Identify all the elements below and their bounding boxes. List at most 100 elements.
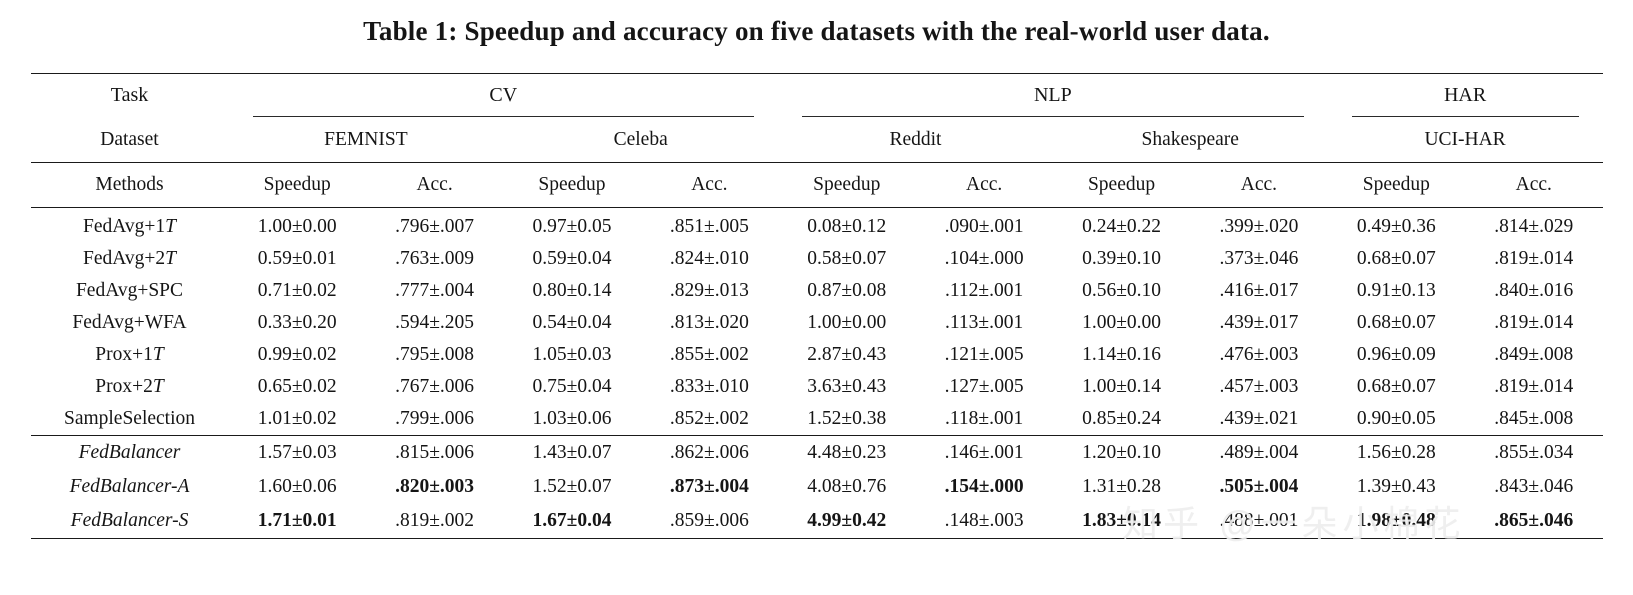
value-cell: 1.56±0.28 (1356, 442, 1436, 463)
dataset-header-femnist: FEMNIST (228, 117, 504, 163)
value-cell: 1.00±0.14 (1082, 376, 1162, 397)
value-cell: 1.00±0.00 (807, 312, 887, 333)
value-cell: .767±.006 (395, 376, 475, 397)
value-cell: 1.52±0.38 (778, 403, 916, 436)
table-row: FedAvg+1T 1.00±0.00 .796±.007 0.97±0.05 .851… (31, 208, 1603, 244)
table-row: FedBalancer-S 1.71±0.01.819±.002 1.67±0.04… (30, 504, 1603, 539)
value-cell: 1.03±0.06 (503, 403, 641, 436)
value-cell: 1.60±0.06 (257, 476, 337, 497)
value-cell: 0.97±0.05 (532, 216, 612, 237)
value-cell: 1.52±0.07 (532, 476, 612, 497)
value-cell: .799±.006 (365, 403, 504, 436)
value-cell: 0.08±0.12 (807, 216, 887, 237)
value-cell: 0.85±0.24 (1052, 403, 1191, 436)
column-header-speedup: Speedup (1327, 162, 1466, 208)
value-cell: 0.87±0.08 (807, 280, 887, 301)
value-cell: .457±.003 (1219, 376, 1299, 397)
group-header-har: HAR (1327, 73, 1603, 117)
value-cell: 1.01±0.02 (228, 403, 366, 436)
table-row: Prox+1T 0.99±0.02 .795±.008 1.05±0.03 .855±.… (31, 339, 1603, 371)
value-cell: .840±.016 (1494, 280, 1574, 301)
value-cell: 1.20±0.10 (1082, 442, 1162, 463)
table-row: FedAvg+WFA 0.33±0.20 .594±.205 0.54±0.04 .81… (31, 307, 1603, 339)
dataset-header-dataset: Dataset (30, 117, 229, 163)
dataset-header-uci-har: UCI-HAR (1327, 117, 1603, 163)
group-header-task: Task (30, 73, 229, 117)
value-cell: 1.05±0.03 (532, 344, 612, 365)
value-cell: .851±.005 (669, 216, 749, 237)
column-header-speedup: Speedup (228, 162, 366, 208)
results-table: Task CV NLP HAR Dataset FEMNIST Celeba Reddit Sh… (30, 73, 1603, 539)
value-cell: .118±.001 (915, 403, 1053, 436)
value-cell: 0.68±0.07 (1356, 376, 1436, 397)
value-cell: .121±.005 (944, 344, 1024, 365)
value-cell: .476±.003 (1219, 344, 1299, 365)
value-cell: .813±.020 (669, 312, 749, 333)
value-cell: .859±.006 (640, 504, 779, 539)
table-row: FedBalancer-A 1.60±0.06 .820±.003 1.52±0.07… (31, 470, 1603, 504)
value-cell: 4.08±0.76 (807, 476, 887, 497)
value-cell: 4.48±0.23 (807, 442, 887, 463)
value-cell: 0.59±0.04 (532, 248, 612, 269)
value-cell: 0.39±0.10 (1082, 248, 1162, 269)
value-cell: 2.87±0.43 (807, 344, 887, 365)
value-cell: 0.58±0.07 (807, 248, 887, 269)
fedbalancer-rows-section: FedBalancer 1.57±0.03 .815±.006 1.43±0.07 .8… (30, 436, 1603, 539)
value-cell: 0.49±0.36 (1356, 216, 1436, 237)
value-cell: .104±.000 (944, 248, 1024, 269)
value-cell: .489±.004 (1219, 442, 1299, 463)
methods-row: Methods Speedup Acc. Speedup Acc. Speedup Acc.… (30, 162, 1603, 208)
value-cell: .154±.000 (944, 476, 1024, 497)
value-cell: 0.59±0.01 (257, 248, 337, 269)
value-cell: .829±.013 (669, 280, 749, 301)
dataset-header-reddit: Reddit (778, 117, 1053, 163)
table-caption: Table 1: Speedup and accuracy on five da… (363, 16, 1270, 46)
method-label: SampleSelection (30, 403, 229, 436)
value-cell: .862±.006 (669, 442, 749, 463)
group-header-nlp: NLP (778, 73, 1328, 117)
value-cell: .855±.002 (669, 344, 749, 365)
value-cell: .855±.034 (1494, 442, 1574, 463)
value-cell: .845±.008 (1465, 403, 1603, 436)
method-label: FedBalancer-A (69, 476, 190, 497)
table-row: Prox+2T 0.65±0.02 .767±.006 0.75±0.04 .833±.… (31, 371, 1603, 403)
value-cell: 0.68±0.07 (1356, 248, 1436, 269)
value-cell: 0.24±0.22 (1082, 216, 1162, 237)
table-row: FedBalancer 1.57±0.03 .815±.006 1.43±0.07 .8… (31, 436, 1603, 471)
column-header-acc-: Acc. (640, 162, 779, 208)
value-cell: 0.75±0.04 (532, 376, 612, 397)
column-header-acc-: Acc. (1465, 162, 1603, 208)
value-cell: 0.56±0.10 (1082, 280, 1162, 301)
method-label: Prox+1T (95, 344, 164, 365)
column-header-acc-: Acc. (365, 162, 504, 208)
dataset-header-shakespeare: Shakespeare (1052, 117, 1328, 163)
table-row: SampleSelection 1.01±0.02.799±.006 1.03±0.… (30, 403, 1603, 436)
value-cell: .873±.004 (669, 476, 749, 497)
value-cell: .852±.002 (640, 403, 779, 436)
table-header: Task CV NLP HAR Dataset FEMNIST Celeba Reddit Sh… (30, 73, 1603, 208)
value-cell: .796±.007 (395, 216, 475, 237)
value-cell: .819±.014 (1494, 376, 1574, 397)
value-cell: .113±.001 (945, 312, 1024, 333)
value-cell: 0.80±0.14 (532, 280, 612, 301)
value-cell: 0.99±0.02 (257, 344, 337, 365)
value-cell: .373±.046 (1219, 248, 1299, 269)
value-cell: 0.96±0.09 (1356, 344, 1436, 365)
value-cell: .819±.014 (1494, 312, 1574, 333)
value-cell: 1.83±0.14 (1052, 504, 1191, 539)
table-row: FedAvg+SPC 0.71±0.02 .777±.004 0.80±0.14 .82… (31, 275, 1603, 307)
value-cell: .763±.009 (395, 248, 475, 269)
group-header-cv: CV (228, 73, 779, 117)
column-header-methods: Methods (30, 162, 229, 208)
value-cell: .824±.010 (669, 248, 749, 269)
value-cell: .777±.004 (395, 280, 475, 301)
value-cell: .820±.003 (395, 476, 475, 497)
value-cell: 1.57±0.03 (257, 442, 337, 463)
value-cell: 1.31±0.28 (1082, 476, 1162, 497)
value-cell: 0.65±0.02 (257, 376, 337, 397)
method-label: FedAvg+2T (83, 248, 176, 269)
value-cell: .833±.010 (669, 376, 749, 397)
value-cell: 0.91±0.13 (1356, 280, 1436, 301)
value-cell: 1.00±0.00 (257, 216, 337, 237)
method-label: Prox+2T (95, 376, 164, 397)
